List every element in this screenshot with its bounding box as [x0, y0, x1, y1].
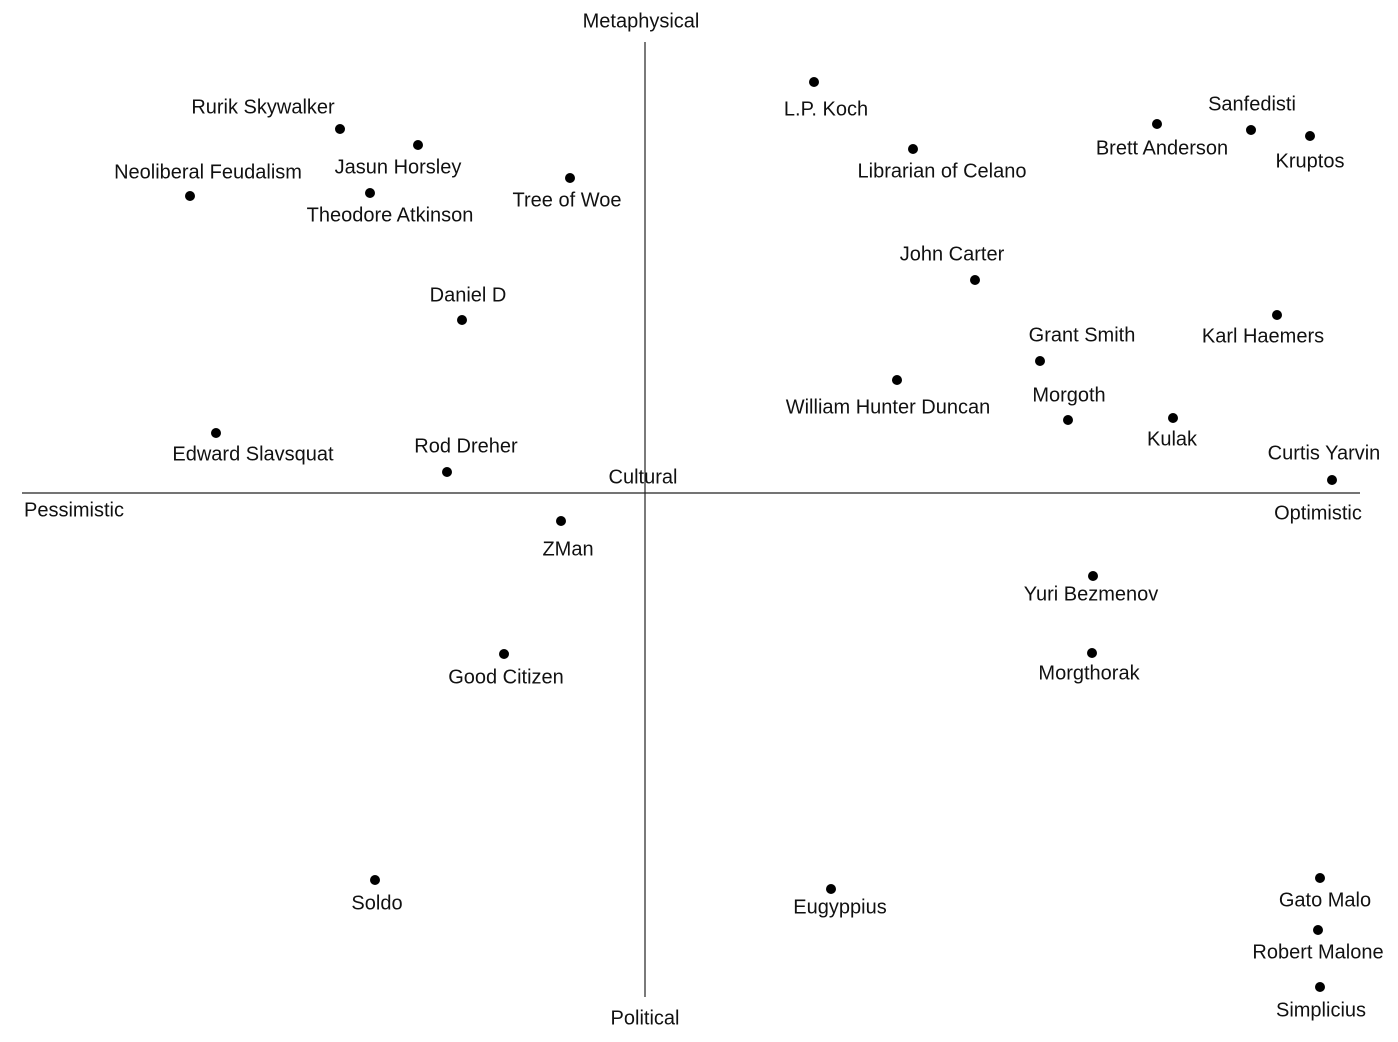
- point: [1152, 119, 1162, 129]
- point: [1327, 475, 1337, 485]
- point: [1088, 571, 1098, 581]
- point: [370, 875, 380, 885]
- point: [1313, 925, 1323, 935]
- point-label: Edward Slavsquat: [172, 443, 334, 465]
- point-label: Daniel D: [430, 284, 507, 306]
- point: [335, 124, 345, 134]
- point: [1035, 356, 1045, 366]
- point-label: ZMan: [542, 538, 593, 560]
- point-label: Librarian of Celano: [858, 160, 1027, 182]
- point-label: Karl Haemers: [1202, 325, 1324, 347]
- point-label: Neoliberal Feudalism: [114, 161, 302, 183]
- point: [892, 375, 902, 385]
- right-axis-label: Optimistic: [1274, 502, 1362, 524]
- point: [365, 188, 375, 198]
- point: [1063, 415, 1073, 425]
- point: [1087, 648, 1097, 658]
- point-label: Kulak: [1147, 428, 1198, 450]
- point-label: Curtis Yarvin: [1268, 442, 1381, 464]
- point: [1315, 982, 1325, 992]
- point-label: Kruptos: [1276, 150, 1345, 172]
- point-label: William Hunter Duncan: [786, 396, 991, 418]
- point: [211, 428, 221, 438]
- top-axis-label: Metaphysical: [583, 10, 700, 32]
- point: [970, 275, 980, 285]
- point: [499, 649, 509, 659]
- point-label: Tree of Woe: [513, 189, 622, 211]
- point: [442, 467, 452, 477]
- point-label: Morgoth: [1032, 384, 1105, 406]
- bottom-axis-label: Political: [611, 1007, 680, 1029]
- point: [809, 77, 819, 87]
- point-label: Soldo: [351, 892, 402, 914]
- point: [1246, 125, 1256, 135]
- point-label: Brett Anderson: [1096, 137, 1228, 159]
- point: [457, 315, 467, 325]
- point: [908, 144, 918, 154]
- point-label: Simplicius: [1276, 999, 1366, 1021]
- point-label: John Carter: [900, 243, 1005, 265]
- point-label: Sanfedisti: [1208, 93, 1296, 115]
- point-label: Jasun Horsley: [335, 156, 462, 178]
- point-label: Eugyppius: [793, 896, 886, 918]
- point: [185, 191, 195, 201]
- point: [413, 140, 423, 150]
- point: [826, 884, 836, 894]
- point-label: Grant Smith: [1029, 324, 1136, 346]
- left-axis-label: Pessimistic: [24, 499, 124, 521]
- point: [1272, 310, 1282, 320]
- point-label: Rod Dreher: [414, 435, 518, 457]
- point: [1168, 413, 1178, 423]
- point: [1305, 131, 1315, 141]
- point-label: Robert Malone: [1252, 941, 1383, 963]
- point-label: Good Citizen: [448, 666, 564, 688]
- point: [1315, 873, 1325, 883]
- point-label: Rurik Skywalker: [191, 96, 335, 118]
- point-label: Theodore Atkinson: [307, 204, 474, 226]
- center-axis-label: Cultural: [609, 466, 678, 488]
- point: [565, 173, 575, 183]
- point-label: Yuri Bezmenov: [1024, 583, 1159, 605]
- point: [556, 516, 566, 526]
- point-label: L.P. Koch: [784, 98, 868, 120]
- point-label: Gato Malo: [1279, 889, 1371, 911]
- point-label: Morgthorak: [1038, 662, 1140, 684]
